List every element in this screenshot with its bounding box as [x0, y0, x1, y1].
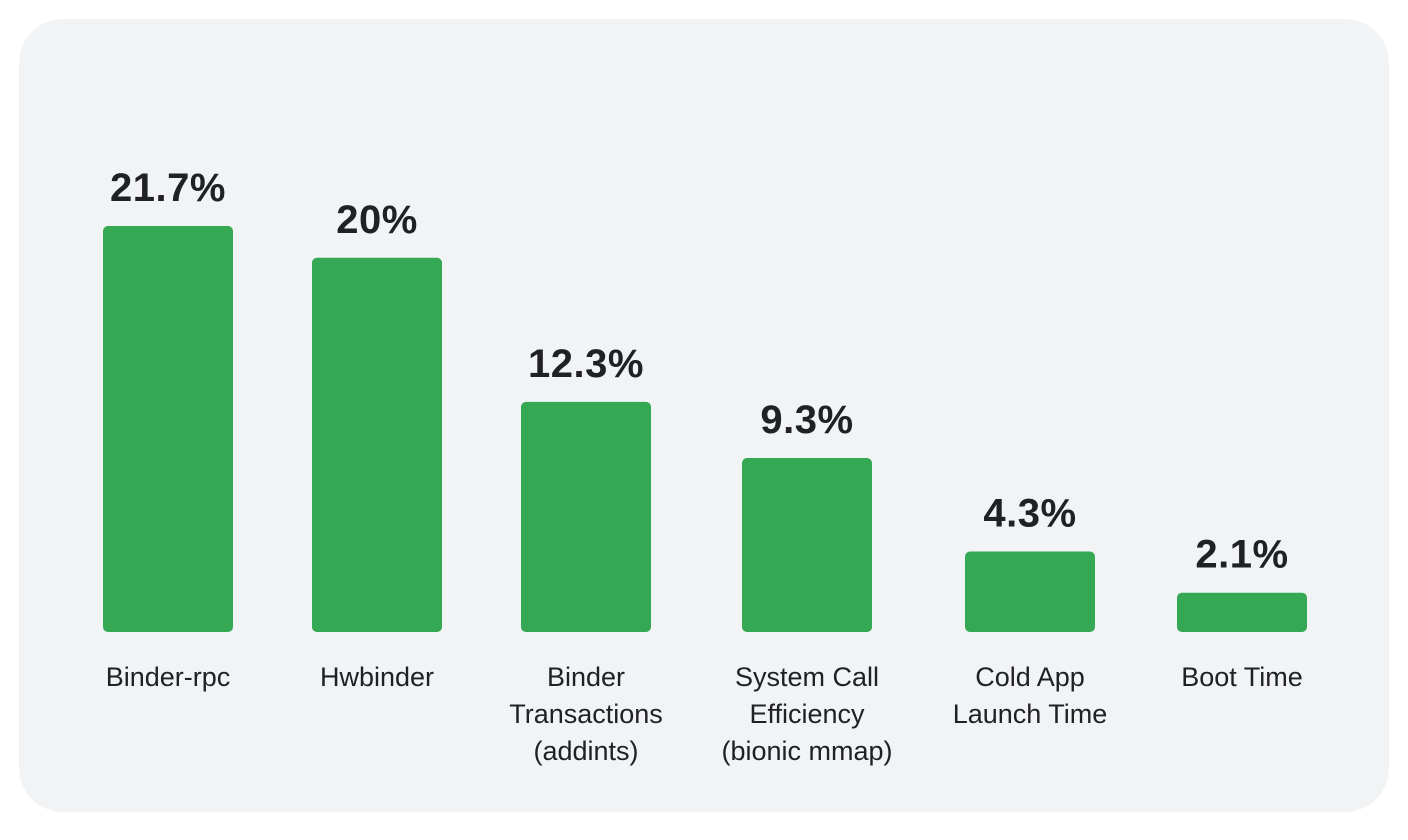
chart-card: [19, 19, 1389, 812]
bar: [965, 551, 1095, 632]
category-label: Binder-rpc: [106, 662, 231, 692]
category-label: System Call Efficiency (bionic mmap): [721, 662, 892, 766]
bars-layer: [103, 226, 1307, 632]
category-label-line: Launch Time: [953, 699, 1108, 729]
category-label-line: Efficiency: [749, 699, 865, 729]
category-label-line: Cold App: [975, 662, 1085, 692]
category-label-line: Binder-rpc: [106, 662, 231, 692]
bar: [521, 401, 651, 632]
bar-value-label: 20%: [336, 198, 418, 242]
category-labels-layer: Binder-rpc Hwbinder Binder Transactions (add…: [106, 662, 1303, 766]
bar-value-label: 4.3%: [983, 492, 1076, 536]
category-label-line: (bionic mmap): [721, 736, 892, 766]
bar-value-label: 9.3%: [760, 398, 853, 442]
category-label-line: Transactions: [509, 699, 663, 729]
category-label-line: Hwbinder: [320, 662, 434, 692]
bar-value-label: 12.3%: [528, 342, 644, 386]
bar: [103, 226, 233, 632]
category-label: Cold App Launch Time: [953, 662, 1108, 729]
category-label: Binder Transactions (addints): [509, 662, 663, 766]
category-label: Boot Time: [1181, 662, 1303, 692]
bar-value-label: 21.7%: [110, 166, 226, 210]
category-label-line: Binder: [547, 662, 625, 692]
bar: [1177, 592, 1307, 632]
category-label-line: (addints): [533, 736, 638, 766]
bar: [742, 458, 872, 632]
category-label: Hwbinder: [320, 662, 434, 692]
category-label-line: Boot Time: [1181, 662, 1303, 692]
bar-value-label: 2.1%: [1195, 533, 1288, 577]
value-labels-layer: 21.7% 20% 12.3% 9.3% 4.3% 2.1%: [110, 166, 1288, 577]
category-label-line: System Call: [735, 662, 879, 692]
bar: [312, 257, 442, 632]
